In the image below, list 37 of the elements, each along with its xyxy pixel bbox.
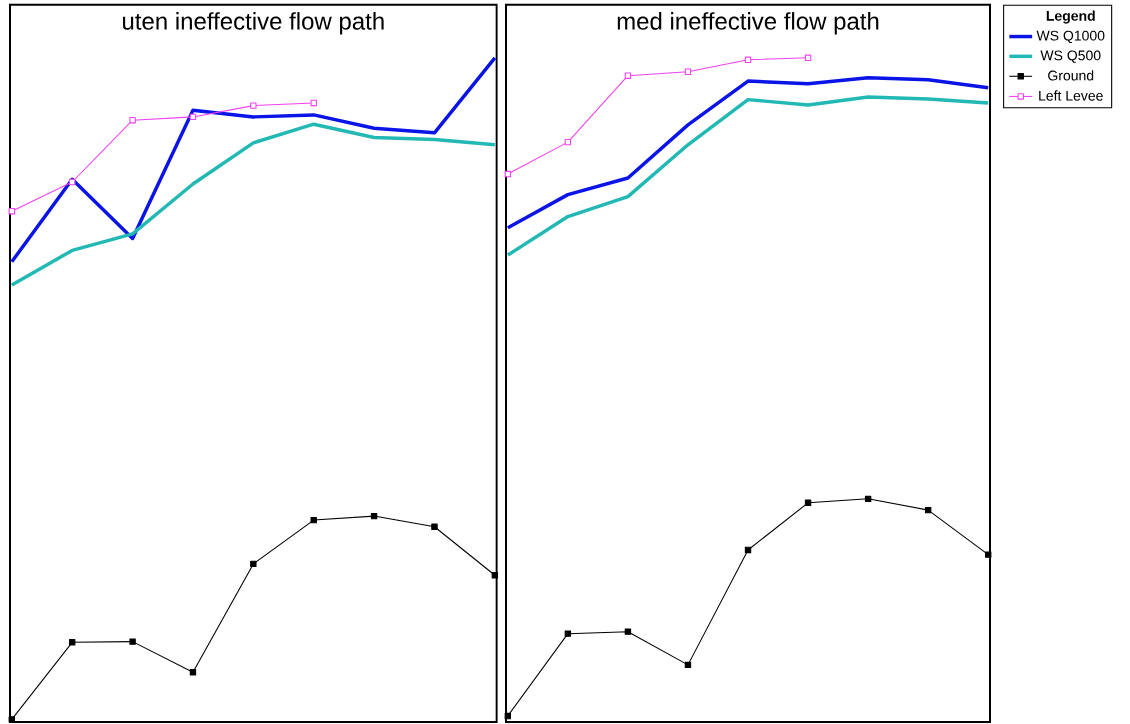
point xyxy=(624,72,632,79)
point xyxy=(250,102,257,109)
point xyxy=(129,117,136,124)
point xyxy=(684,68,692,75)
point xyxy=(310,516,317,524)
point xyxy=(564,138,572,146)
point xyxy=(8,716,16,723)
point xyxy=(491,572,499,579)
chart-title: med ineffective flow path xyxy=(617,12,879,35)
legend-label: WS Q500 xyxy=(1040,50,1101,63)
point xyxy=(985,551,992,558)
legend-label: WS Q1000 xyxy=(1036,30,1105,44)
chart-title: uten ineffective flow path xyxy=(123,12,384,35)
point xyxy=(189,668,197,676)
point xyxy=(68,178,76,186)
point xyxy=(564,630,572,637)
point xyxy=(68,639,76,646)
point xyxy=(744,546,752,554)
legend-label: Left Levee xyxy=(1039,90,1103,101)
point xyxy=(504,712,512,720)
point xyxy=(744,56,752,63)
point xyxy=(370,512,378,520)
point xyxy=(250,560,257,568)
point xyxy=(431,523,438,530)
point xyxy=(684,661,692,669)
point xyxy=(504,170,512,178)
point xyxy=(624,628,632,635)
point xyxy=(8,208,16,215)
point xyxy=(864,495,872,503)
point xyxy=(310,99,317,107)
point xyxy=(189,113,197,121)
point xyxy=(129,638,136,645)
point xyxy=(924,506,932,514)
legend-title: Legend xyxy=(1046,10,1095,24)
point xyxy=(804,54,812,61)
point xyxy=(804,499,812,507)
legend-label: Ground xyxy=(1048,70,1094,81)
